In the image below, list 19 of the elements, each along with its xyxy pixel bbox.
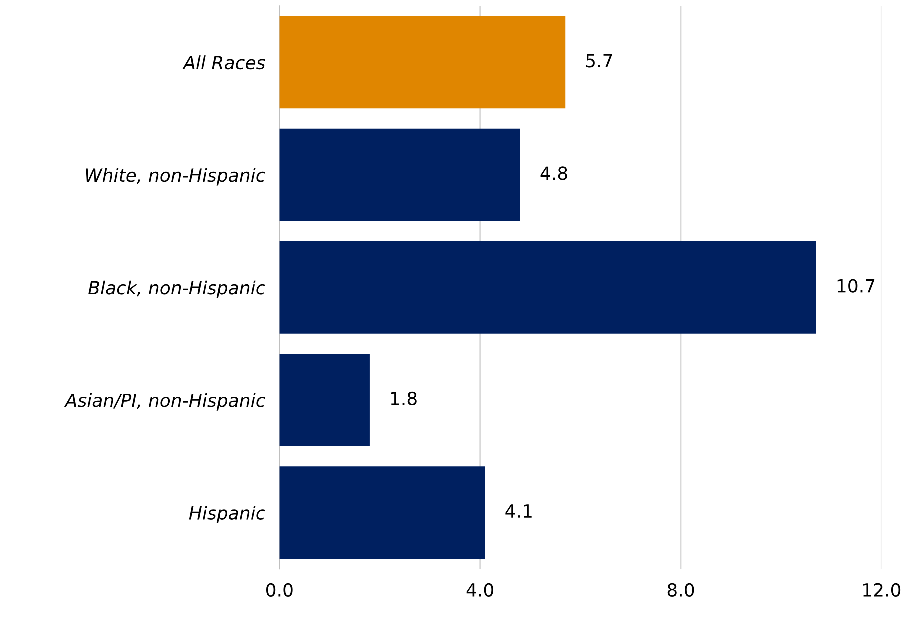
y-tick-label: All Races [182, 56, 266, 70]
data-label: 10.7 [838, 279, 875, 293]
data-label: 4.1 [506, 504, 532, 518]
bar [280, 16, 566, 109]
bar [280, 354, 370, 446]
x-tick-label: 8.0 [668, 583, 694, 597]
x-tick-label: 4.0 [466, 583, 494, 597]
y-tick-label: Asian/PI, non-Hispanic [64, 393, 266, 411]
bar [280, 128, 520, 222]
x-tick-label: 0.0 [266, 583, 293, 597]
data-label: 1.8 [391, 392, 417, 406]
bar [280, 242, 816, 334]
y-tick-label: Black, non-Hispanic [88, 280, 266, 298]
x-tick-label: 12.0 [864, 583, 901, 597]
data-label: 4.8 [540, 166, 568, 180]
y-tick-label: Hispanic [189, 506, 266, 524]
bar [280, 466, 486, 559]
data-label: 5.7 [586, 54, 612, 68]
y-tick-label: White, non-Hispanic [86, 168, 266, 186]
